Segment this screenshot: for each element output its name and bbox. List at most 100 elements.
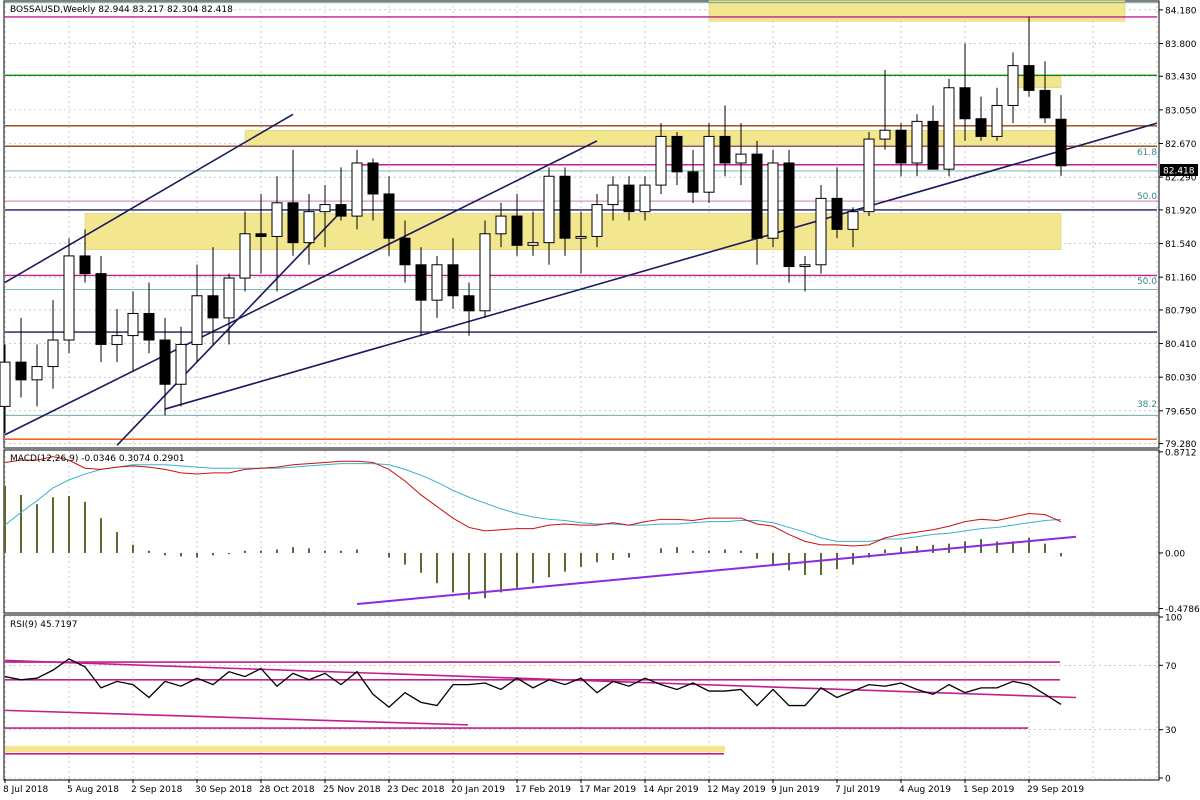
candle-body xyxy=(207,295,219,319)
price-axis-label: 83.050 xyxy=(1165,106,1197,116)
candle-body xyxy=(719,135,731,164)
candle-body xyxy=(815,197,827,266)
candle-body xyxy=(255,233,267,237)
time-axis-label: 30 Sep 2018 xyxy=(195,785,252,795)
candle-body xyxy=(463,295,475,312)
candle-body xyxy=(367,162,379,195)
candle-body xyxy=(991,104,1003,137)
rsi-axis-label: 70 xyxy=(1165,662,1177,672)
time-axis: 8 Jul 2018 5 Aug 2018 2 Sep 2018 30 Sep 201… xyxy=(3,779,1084,795)
rsi-line xyxy=(4,658,1062,709)
candle-body xyxy=(975,118,987,137)
candle-body xyxy=(223,277,235,319)
macd-axis-label: -0.4786 xyxy=(1165,605,1200,615)
rsi-axis-label: 0 xyxy=(1165,775,1171,785)
time-axis-label: 25 Nov 2018 xyxy=(323,785,381,795)
macd-panel-frame xyxy=(3,449,1160,614)
time-axis-label: 28 Oct 2018 xyxy=(259,785,315,795)
candle-body xyxy=(1039,89,1051,119)
candle-body xyxy=(111,335,123,345)
candle-body xyxy=(143,312,155,341)
candle-body xyxy=(15,361,27,381)
support-resistance-zone xyxy=(708,0,1126,22)
price-axis: 84.180 83.800 83.430 83.050 82.670 82.290 81.9… xyxy=(1159,6,1197,450)
fib-label: 76.4 xyxy=(1137,0,1157,3)
time-axis-label: 5 Aug 2018 xyxy=(67,785,119,795)
candle-body xyxy=(655,135,667,186)
candle-body xyxy=(495,215,507,235)
candle-body xyxy=(527,242,539,246)
candle-body xyxy=(31,366,43,381)
time-axis-label: 14 Apr 2019 xyxy=(643,785,699,795)
support-resistance-zone xyxy=(84,213,1062,250)
time-axis-label: 9 Jun 2019 xyxy=(771,785,820,795)
candle-body xyxy=(863,138,875,213)
candle-body xyxy=(783,162,795,268)
candle-body xyxy=(63,255,75,341)
candle-body xyxy=(95,273,107,345)
candle-body xyxy=(175,343,187,385)
candle-body xyxy=(879,129,891,140)
candle-body xyxy=(591,204,603,237)
candle-body xyxy=(1023,65,1035,91)
candle-body xyxy=(943,87,955,170)
price-axis-label: 80.030 xyxy=(1165,374,1197,384)
time-axis-label: 20 Jan 2019 xyxy=(451,785,505,795)
candle-body xyxy=(1055,118,1067,167)
candle-body xyxy=(0,361,11,407)
candle-body xyxy=(703,135,715,193)
candle-body xyxy=(431,264,443,301)
price-axis-label: 79.280 xyxy=(1165,440,1197,450)
price-candles xyxy=(0,16,1067,433)
candle-body xyxy=(911,120,923,164)
rsi-panel-frame xyxy=(3,614,1160,781)
candle-body xyxy=(239,233,251,279)
candle-body xyxy=(543,175,555,244)
candle-body xyxy=(479,233,491,312)
candle-body xyxy=(287,202,299,244)
time-axis-label: 17 Feb 2019 xyxy=(515,785,571,795)
candle-body xyxy=(799,264,811,268)
candle-body xyxy=(895,129,907,164)
support-resistance-zone xyxy=(244,129,1062,145)
price-axis-label: 83.430 xyxy=(1165,73,1197,83)
price-axis-label: 81.920 xyxy=(1165,206,1197,216)
rsi-zone xyxy=(5,745,725,753)
candle-body xyxy=(847,211,859,230)
candle-body xyxy=(735,153,747,164)
candle-body xyxy=(399,237,411,266)
trend-line xyxy=(4,140,598,436)
time-axis-label: 1 Sep 2019 xyxy=(963,785,1015,795)
fib-label: 50.0 xyxy=(1137,192,1157,202)
candle-body xyxy=(351,162,363,217)
fib-labels: 76.4 61.8 50.0 50.0 38.2 xyxy=(1137,0,1157,410)
macd-panel-title: MACD(12,26,9) -0.0346 0.3074 0.2901 xyxy=(10,454,185,464)
rsi-axis-label: 30 xyxy=(1165,726,1177,736)
candle-body xyxy=(607,184,619,206)
candle-body xyxy=(159,339,171,385)
candle-body xyxy=(191,295,203,345)
candle-body xyxy=(671,135,683,173)
candle-body xyxy=(303,211,315,244)
candle-body xyxy=(415,264,427,301)
time-axis-label: 12 May 2019 xyxy=(707,785,766,795)
fib-label: 38.2 xyxy=(1137,400,1157,410)
time-axis-label: 2 Sep 2018 xyxy=(131,785,183,795)
candle-body xyxy=(383,193,395,239)
rsi-axis-label: 100 xyxy=(1165,614,1182,624)
candle-body xyxy=(335,204,347,217)
price-axis-label: 82.290 xyxy=(1165,174,1197,184)
rsi-level-line xyxy=(4,709,469,726)
price-axis-label: 83.800 xyxy=(1165,40,1197,50)
time-axis-label: 7 Jul 2019 xyxy=(835,785,880,795)
price-axis-label: 80.410 xyxy=(1165,340,1197,350)
last-price-box xyxy=(1160,164,1198,176)
candle-body xyxy=(511,215,523,246)
candle-body xyxy=(751,153,763,239)
price-axis-label: 80.790 xyxy=(1165,306,1197,316)
candle-body xyxy=(639,184,651,213)
last-price-label: 82.418 xyxy=(1163,167,1195,177)
rsi-layer: 100 70 30 0 xyxy=(4,614,1182,785)
price-axis-label: 84.180 xyxy=(1165,6,1197,16)
rsi-level-line xyxy=(4,659,1077,699)
